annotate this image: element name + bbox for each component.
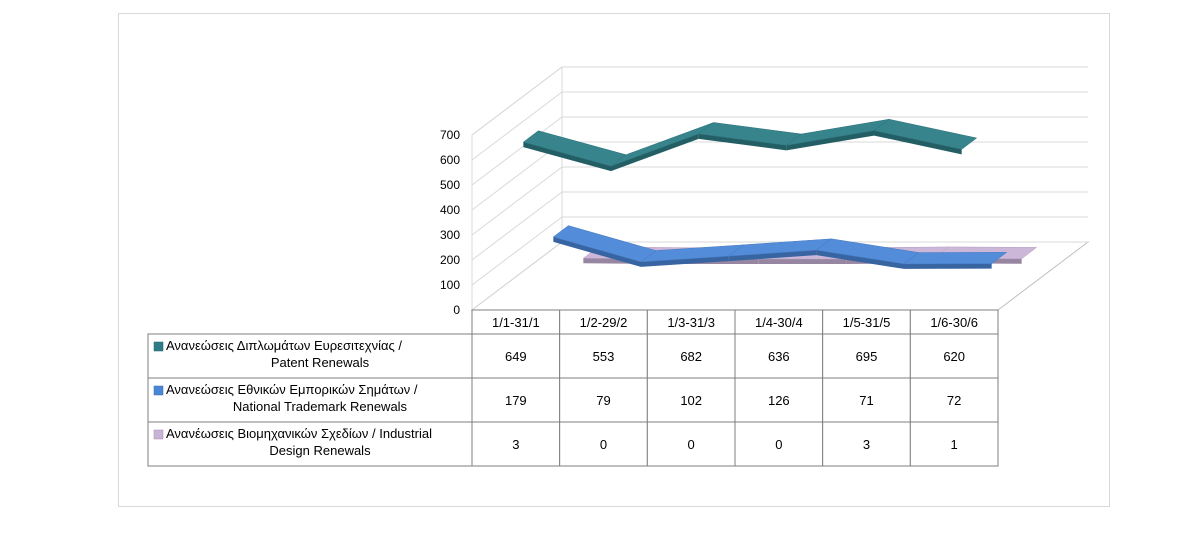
data-value-label: 620 [943,349,965,364]
y-tick-label: 500 [440,178,460,192]
data-table: 1/1-31/1 1/2-29/2 1/3-31/3 1/4-30/4 1/5-31/5… [147,309,999,467]
gridline [471,216,1088,286]
x-category-label: 1/6-30/6 [930,315,978,330]
data-value-label: 553 [593,349,615,364]
gridline [471,66,1088,136]
legend-swatch-patent [153,341,164,352]
data-value-label: 0 [775,437,782,452]
y-tick-label: 200 [440,253,460,267]
legend-entry-line1: Ανανέωσεις Βιομηχανικών Σχεδίων / Indust… [166,426,432,441]
table-header-cell [822,309,911,335]
legend-swatch-design [153,429,164,440]
table-cell [909,421,999,467]
table-cell [559,377,648,423]
data-value-label: 102 [680,393,702,408]
table-header-cell [559,309,648,335]
legend-entry-line1: Ανανεώσεις Διπλωμάτων Ευρεσιτεχνίας / [166,338,402,353]
ribbon-edge [698,133,787,151]
data-value-label: 1 [951,437,958,452]
ribbon-segment [873,118,978,150]
table-header-cell [734,309,824,335]
gridline [471,166,1088,236]
y-tick-label: 700 [440,128,460,142]
series-ribbon-trademark [552,225,1008,269]
data-value-label: 682 [680,349,702,364]
legend-entry-line1: Ανανεώσεις Εθνικών Εμπορικών Σημάτων / [166,382,418,397]
x-category-label: 1/4-30/4 [755,315,803,330]
ribbon-segment [610,122,714,167]
table-cell [471,377,561,423]
data-value-label: 649 [505,349,527,364]
table-header-cell [471,309,561,335]
data-value-label: 72 [947,393,961,408]
legend-entry-line2: National Trademark Renewals [233,399,408,414]
ribbon-edge [758,259,847,264]
series-ribbon-patent [522,118,978,172]
x-category-label: 1/5-31/5 [843,315,891,330]
gridline [471,191,1088,261]
y-tick-label: 0 [453,303,460,317]
legend-entry-line2: Design Renewals [269,443,371,458]
ribbon-edge [874,130,962,155]
ribbon-edge [611,133,699,172]
gridline [471,116,1088,186]
legend-cell [147,333,473,379]
table-cell [909,333,999,379]
data-value-label: 79 [596,393,610,408]
ribbon-segment [903,252,1008,265]
ribbon-edge [786,130,874,151]
table-cell [646,333,736,379]
ribbon-edge [523,142,611,172]
legend-cell [147,421,473,467]
table-cell [471,421,561,467]
ribbon-edge [553,236,641,267]
data-value-label: 71 [859,393,873,408]
y-tick-label: 600 [440,153,460,167]
table-cell [471,333,561,379]
gridline [471,91,1088,161]
table-cell [734,333,824,379]
data-value-label: 3 [512,437,519,452]
legend-cell [147,377,473,423]
data-value-label: 695 [856,349,878,364]
table-cell [734,421,824,467]
data-value-label: 126 [768,393,790,408]
data-value-label: 3 [863,437,870,452]
x-category-label: 1/2-29/2 [580,315,628,330]
table-cell [822,333,911,379]
y-tick-label: 100 [440,278,460,292]
legend-swatch-trademark [153,385,164,396]
ribbon-edge [816,250,904,269]
ribbon-edge [904,263,992,269]
ribbon-edge [728,250,817,262]
data-value-label: 636 [768,349,790,364]
x-category-label: 1/1-31/1 [492,315,540,330]
ribbon-edge [641,256,729,267]
table-header-cell [909,309,999,335]
data-value-label: 0 [688,437,695,452]
x-category-label: 1/3-31/3 [667,315,715,330]
data-value-label: 0 [600,437,607,452]
table-cell [646,421,736,467]
legend-entry-line2: Patent Renewals [271,355,370,370]
table-cell [909,377,999,423]
y-tick-label: 300 [440,228,460,242]
data-value-label: 179 [505,393,527,408]
y-tick-label: 400 [440,203,460,217]
